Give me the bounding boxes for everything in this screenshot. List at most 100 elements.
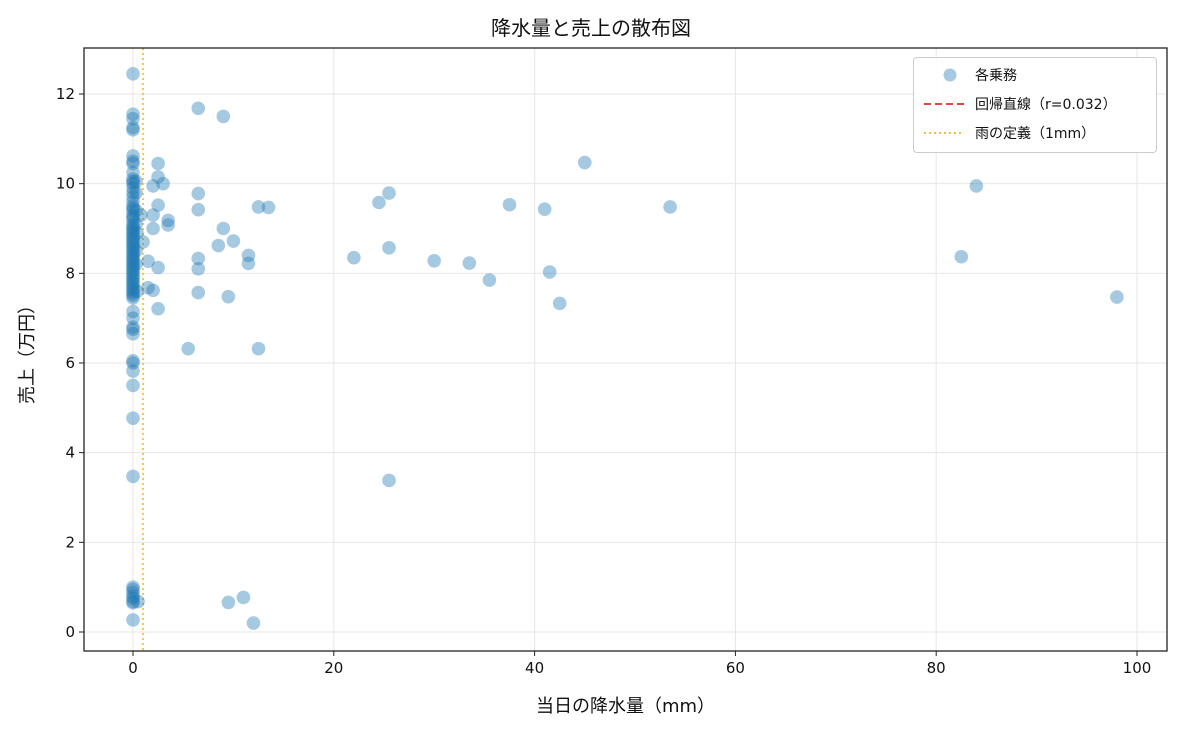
data-point xyxy=(126,228,140,243)
data-point xyxy=(146,283,160,298)
data-point xyxy=(191,101,206,116)
chart-title: 降水量と売上の散布図 xyxy=(491,16,691,40)
data-point xyxy=(126,156,140,171)
y-tick-label: 12 xyxy=(56,85,75,103)
data-point xyxy=(126,264,140,278)
data-point xyxy=(126,244,140,258)
y-axis-label: 売上（万円） xyxy=(17,296,38,404)
data-point xyxy=(126,259,140,274)
data-point xyxy=(126,613,140,627)
data-point xyxy=(126,322,140,337)
data-point xyxy=(126,223,140,238)
data-point xyxy=(141,280,155,295)
x-tick-label: 80 xyxy=(927,659,946,677)
data-point xyxy=(126,219,140,234)
data-point xyxy=(161,213,175,228)
legend-item-rain-definition: 雨の定義（1mm） xyxy=(914,120,1156,146)
data-point xyxy=(126,120,140,135)
data-point xyxy=(126,217,140,231)
data-point xyxy=(126,591,140,606)
data-point xyxy=(241,256,256,271)
data-point xyxy=(347,250,361,265)
data-point xyxy=(181,341,196,356)
data-point xyxy=(126,364,140,378)
data-point xyxy=(126,239,140,254)
y-tick-label: 10 xyxy=(56,175,75,193)
data-point xyxy=(126,277,140,292)
data-point xyxy=(126,320,140,334)
data-point xyxy=(427,253,442,268)
data-point xyxy=(191,251,206,266)
dotted-line-icon xyxy=(924,132,964,134)
data-point xyxy=(126,286,140,301)
data-point xyxy=(126,67,140,81)
data-point xyxy=(151,301,165,316)
data-point xyxy=(126,190,140,204)
data-point xyxy=(126,411,140,425)
data-point xyxy=(126,469,140,484)
data-point xyxy=(126,288,140,303)
data-point xyxy=(126,176,140,191)
legend-item-rides: 各乗務 xyxy=(914,62,1156,88)
data-point xyxy=(126,246,140,260)
data-point xyxy=(129,203,143,218)
data-point xyxy=(126,201,140,216)
data-point xyxy=(382,240,396,255)
data-point xyxy=(126,273,140,287)
data-point xyxy=(146,221,160,236)
y-tick-label: 4 xyxy=(65,444,75,462)
data-point xyxy=(126,248,140,263)
data-point xyxy=(216,221,231,236)
data-point xyxy=(126,149,140,163)
data-point xyxy=(136,235,150,249)
x-tick-label: 100 xyxy=(1123,659,1152,677)
data-point xyxy=(482,273,497,287)
data-point xyxy=(126,221,140,236)
y-tick-label: 6 xyxy=(65,354,75,372)
data-point xyxy=(126,172,140,186)
data-point xyxy=(211,238,226,253)
data-point xyxy=(969,179,984,193)
data-point xyxy=(129,174,143,189)
data-point xyxy=(251,341,266,356)
data-point xyxy=(126,356,140,370)
data-point xyxy=(126,284,140,299)
data-point xyxy=(126,226,140,240)
data-point xyxy=(129,257,143,272)
data-point xyxy=(191,186,206,201)
data-point xyxy=(126,262,140,276)
data-point xyxy=(126,181,140,195)
axes-frame xyxy=(83,47,1168,652)
data-point xyxy=(191,285,206,300)
data-point xyxy=(226,234,241,248)
y-tick-label: 2 xyxy=(65,533,75,551)
data-point xyxy=(130,226,144,240)
data-point xyxy=(216,109,231,124)
data-point xyxy=(126,123,140,137)
data-point xyxy=(126,107,140,121)
data-point xyxy=(126,241,140,256)
data-point xyxy=(126,589,140,603)
legend-label: 各乗務 xyxy=(975,68,1017,84)
data-point xyxy=(126,266,140,281)
x-tick-label: 60 xyxy=(726,659,745,677)
data-point xyxy=(502,197,517,212)
data-point xyxy=(236,590,251,605)
data-point xyxy=(146,208,160,222)
data-point xyxy=(1110,290,1124,304)
x-tick-label: 20 xyxy=(324,659,343,677)
data-point xyxy=(126,232,140,247)
data-point xyxy=(126,194,140,209)
data-point xyxy=(578,155,592,170)
data-point xyxy=(126,585,140,600)
legend-item-regression: 回帰直線（r=0.032） xyxy=(914,91,1156,117)
data-point xyxy=(221,595,236,610)
data-point xyxy=(126,353,140,368)
data-point xyxy=(261,200,276,215)
data-point xyxy=(126,580,140,594)
data-point xyxy=(126,237,140,251)
data-point xyxy=(126,199,140,213)
data-point xyxy=(134,208,148,222)
data-point xyxy=(129,244,143,258)
